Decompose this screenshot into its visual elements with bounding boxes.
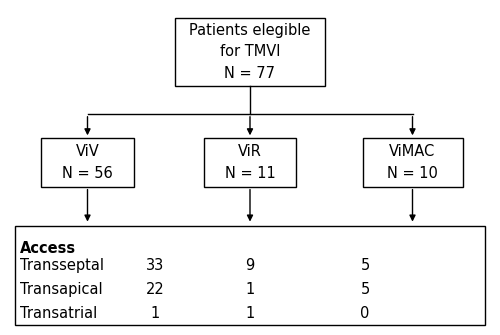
FancyBboxPatch shape <box>175 18 325 86</box>
Text: 22: 22 <box>146 282 165 297</box>
FancyBboxPatch shape <box>41 138 134 187</box>
Text: Transseptal: Transseptal <box>20 258 104 273</box>
Text: Access: Access <box>20 241 76 256</box>
Text: Transatrial: Transatrial <box>20 306 97 321</box>
Text: 1: 1 <box>150 306 160 321</box>
Text: 9: 9 <box>246 258 254 273</box>
Text: 5: 5 <box>360 282 370 297</box>
Text: ViR
N = 11: ViR N = 11 <box>224 144 276 181</box>
Text: Patients elegible
for TMVI
N = 77: Patients elegible for TMVI N = 77 <box>190 23 310 81</box>
FancyBboxPatch shape <box>362 138 462 187</box>
Text: ViV
N = 56: ViV N = 56 <box>62 144 113 181</box>
FancyBboxPatch shape <box>15 226 485 325</box>
Text: 33: 33 <box>146 258 164 273</box>
Text: ViMAC
N = 10: ViMAC N = 10 <box>387 144 438 181</box>
Text: Transapical: Transapical <box>20 282 102 297</box>
Text: 1: 1 <box>246 306 254 321</box>
Text: 0: 0 <box>360 306 370 321</box>
Text: 5: 5 <box>360 258 370 273</box>
FancyBboxPatch shape <box>204 138 296 187</box>
Text: 1: 1 <box>246 282 254 297</box>
